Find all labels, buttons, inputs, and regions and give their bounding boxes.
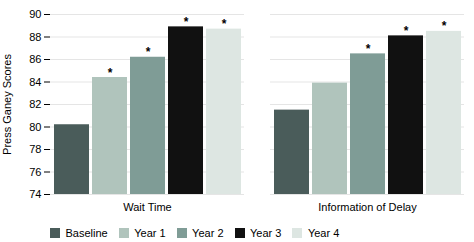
svg-text:*: *	[146, 45, 151, 59]
svg-text:80: 80	[29, 121, 41, 133]
html-text:Year 3: Year 3	[250, 226, 282, 239]
svg-text:90: 90	[29, 8, 41, 20]
svg-text:76: 76	[29, 166, 41, 178]
html-text:Year 2: Year 2	[192, 226, 224, 239]
svg-text:74: 74	[29, 188, 41, 200]
svg-text:82: 82	[29, 98, 41, 110]
svg-text:*: *	[222, 17, 227, 31]
svg-text:*: *	[108, 66, 113, 80]
html-text:Year 4: Year 4	[307, 226, 340, 239]
svg-text:*: *	[404, 24, 409, 38]
svg-text:Information of Delay: Information of Delay	[318, 201, 417, 213]
html-text:Year 1: Year 1	[134, 226, 166, 239]
svg-text:*: *	[184, 15, 189, 29]
svg-text:*: *	[366, 42, 371, 56]
svg-text:88: 88	[29, 31, 41, 43]
svg-text:78: 78	[29, 143, 41, 155]
svg-text:86: 86	[29, 53, 41, 65]
svg-text:84: 84	[29, 76, 41, 88]
svg-text:Wait Time: Wait Time	[123, 201, 172, 213]
svg-text:Press Ganey Scores: Press Ganey Scores	[1, 54, 13, 155]
svg-text:*: *	[442, 19, 447, 33]
html-text:Baseline: Baseline	[65, 226, 108, 239]
